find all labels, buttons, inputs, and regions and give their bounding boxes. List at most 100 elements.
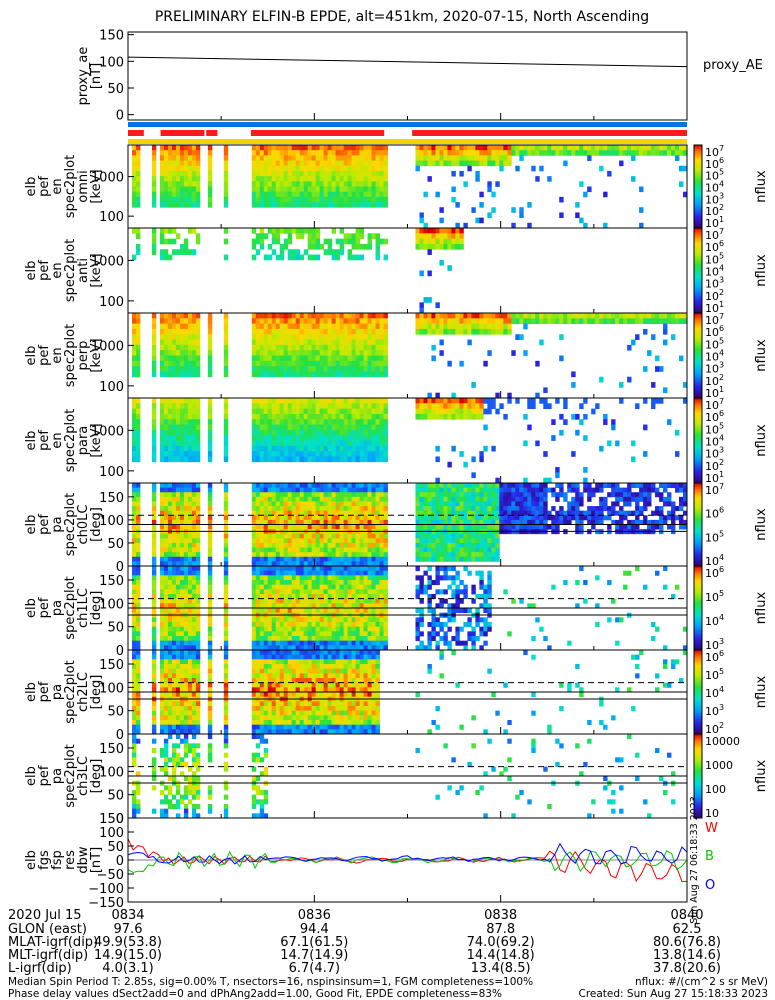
spectrogram-cell — [323, 515, 329, 521]
spectrogram-cell — [343, 640, 349, 646]
spectrogram-cell — [331, 636, 337, 642]
spectrogram-cell — [223, 617, 229, 623]
spectrogram-cell — [131, 435, 137, 441]
spectrogram-cell — [307, 318, 313, 325]
spectrogram-cell — [279, 339, 285, 346]
spectrogram-cell — [315, 196, 321, 203]
spectrogram-cell — [299, 186, 305, 193]
spectrogram-cell — [275, 155, 281, 161]
spectrogram-cell — [307, 487, 313, 493]
spectrogram-cell — [159, 552, 165, 558]
spectrogram-cell — [175, 371, 181, 378]
spectrogram-cell — [135, 561, 141, 567]
spectrogram-cell — [471, 515, 476, 521]
spectrogram-cell — [311, 617, 317, 623]
spectrogram-cell — [327, 631, 333, 637]
spectrogram-cell — [263, 575, 269, 581]
spectrogram-cell — [543, 145, 548, 151]
spectrogram-cell — [419, 323, 424, 330]
spectrogram-cell — [223, 566, 229, 572]
spectrogram-cell — [187, 202, 193, 208]
spectrogram-cell — [131, 398, 137, 404]
spectrogram-cell — [555, 145, 560, 151]
spectrogram-cell — [267, 350, 273, 356]
spectrogram-cell — [351, 165, 356, 172]
spectrogram-cell — [323, 538, 329, 544]
spectrogram-cell — [167, 408, 173, 415]
spectrogram-cell — [383, 334, 388, 340]
spectrogram-cell — [655, 492, 660, 498]
spectrogram-cell — [367, 429, 372, 436]
spectrogram-cell — [347, 626, 352, 632]
spectrogram-cell — [671, 519, 676, 525]
spectrogram-cell — [419, 408, 424, 415]
spectrogram-cell — [287, 538, 293, 544]
spectrogram-cell — [223, 155, 229, 161]
spectrogram-cell — [183, 533, 189, 539]
spectrogram-cell — [463, 552, 468, 558]
spectrogram-cell — [187, 519, 193, 525]
spectrogram-cell — [179, 170, 185, 177]
spectrogram-cell — [659, 150, 664, 156]
spectrogram-cell — [519, 150, 524, 156]
spectrogram-cell — [351, 598, 356, 604]
spectrogram-cell — [223, 519, 229, 525]
spectrogram-cell — [375, 435, 380, 441]
spectrogram-cell — [275, 622, 281, 628]
spectrogram-cell — [331, 598, 337, 604]
spectrogram-cell — [379, 196, 384, 203]
spectrogram-cell — [439, 492, 444, 498]
spectrogram-cell — [207, 424, 213, 431]
spectrogram-cell — [503, 318, 508, 325]
spectrogram-cell — [319, 440, 325, 447]
spectrogram-cell — [583, 413, 588, 420]
spectrogram-cell — [179, 589, 185, 595]
spectrogram-cell — [259, 496, 265, 502]
spectrogram-cell — [375, 506, 380, 512]
spectrogram-cell — [135, 451, 141, 457]
spectrogram-cell — [271, 451, 277, 457]
spectrogram-cell — [323, 145, 329, 151]
spectrogram-cell — [259, 408, 265, 415]
spectrogram-cell — [335, 366, 341, 372]
spectrogram-cell — [171, 598, 177, 604]
spectrogram-cell — [251, 570, 257, 576]
spectrogram-cell — [311, 570, 317, 576]
spectrogram-cell — [303, 570, 309, 576]
spectrogram-cell — [627, 519, 632, 525]
spectrogram-cell — [455, 238, 460, 245]
spectrogram-cell — [363, 456, 368, 463]
spectrogram-cell — [555, 150, 560, 156]
spectrogram-cell — [435, 191, 440, 198]
spectrogram-cell — [251, 538, 257, 544]
spectrogram-cell — [299, 419, 305, 425]
spectrogram-cell — [379, 556, 384, 562]
spectrogram-cell — [575, 313, 580, 319]
spectrogram-cell — [383, 350, 388, 356]
spectrogram-cell — [195, 575, 201, 581]
spectrogram-cell — [131, 492, 137, 498]
spectrogram-cell — [359, 487, 364, 493]
spectrogram-cell — [495, 533, 500, 539]
spectrogram-cell — [435, 547, 440, 553]
spectrogram-cell — [463, 222, 468, 229]
spectrogram-cell — [443, 519, 448, 525]
spectrogram-cell — [207, 542, 213, 548]
spectrogram-cell — [159, 580, 165, 586]
spectrogram-cell — [415, 145, 420, 151]
spectrogram-cell — [319, 334, 325, 340]
spectrogram-cell — [487, 323, 492, 330]
spectrogram-cell — [351, 408, 356, 415]
spectrogram-cell — [187, 334, 193, 340]
spectrogram-cell — [263, 487, 269, 493]
spectrogram-cell — [379, 552, 384, 558]
spectrogram-cell — [355, 186, 360, 193]
spectrogram-cell — [335, 238, 341, 245]
spectrogram-cell — [275, 598, 281, 604]
spectrogram-cell — [423, 145, 428, 151]
spectrogram-cell — [375, 170, 380, 177]
spectrogram-cell — [527, 510, 532, 516]
spectrogram-cell — [251, 202, 257, 208]
spectrogram-cell — [559, 506, 564, 512]
spectrogram-cell — [263, 589, 269, 595]
